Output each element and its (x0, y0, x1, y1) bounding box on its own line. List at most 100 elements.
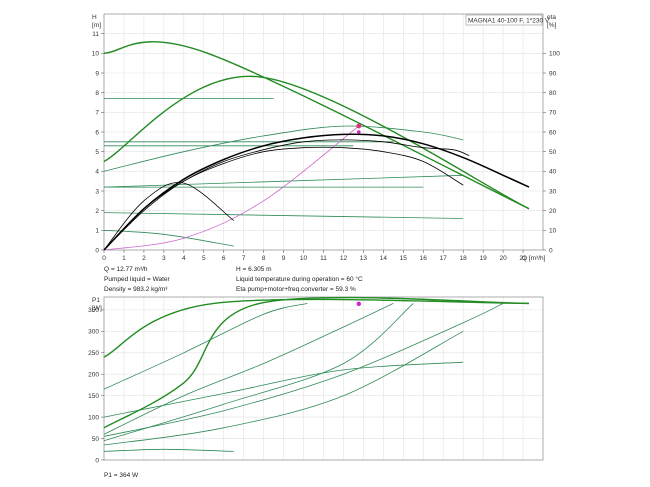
x-tick-label-18: 18 (460, 255, 468, 262)
power-ticks: 0 50 100 150 200 250 300 350 (88, 307, 104, 464)
info-temp: Liquid temperature during operation = 60… (236, 275, 363, 283)
p1-tick-label-0: 0 (95, 457, 99, 464)
y2-tick-label-9: 90 (549, 70, 557, 77)
chart-title: MAGNA1 40-100 F, 1*230 V (468, 18, 550, 25)
info-h: H = 6.305 m (236, 266, 272, 273)
y-tick-label-3: 3 (95, 188, 99, 195)
y-tick-label-10: 10 (92, 51, 100, 58)
y2-axis-unit: [%] (547, 22, 557, 29)
y-tick-label-8: 8 (95, 90, 99, 97)
y2-tick-label-10: 100 (549, 51, 560, 58)
head-curve-efficiency-12 (103, 139, 470, 251)
head-curve-duty-7 (103, 229, 234, 247)
head-curve-duty-9 (103, 125, 464, 172)
x-tick-label-4: 4 (182, 255, 186, 262)
head-curve-duty-8 (103, 174, 464, 188)
y-tick-label-9: 9 (95, 70, 99, 77)
y-tick-label-7: 7 (95, 110, 99, 117)
power-curve-duty-6 (103, 330, 464, 446)
head-grid (103, 14, 543, 251)
x-tick-label-10: 10 (300, 255, 308, 262)
x-tick-label-2: 2 (142, 255, 146, 262)
y-axis-label: H (92, 14, 97, 21)
y-tick-label-6: 6 (95, 129, 99, 136)
p1-tick-label-7: 350 (88, 307, 99, 314)
power-curve-duty-4 (103, 303, 414, 442)
power-curve-limit-1 (103, 296, 530, 429)
head-curve-limit-1 (103, 75, 530, 210)
p1-tick-label-6: 300 (88, 329, 99, 336)
x-tick-label-7: 7 (242, 255, 246, 262)
p1-tick-label-1: 50 (92, 436, 100, 443)
power-series (103, 296, 530, 452)
power-grid (103, 297, 543, 461)
info-density: Density = 983.2 kg/m³ (104, 286, 168, 293)
x-tick-label-20: 20 (499, 255, 507, 262)
head-duty-point (356, 123, 362, 129)
y2-tick-label-7: 70 (549, 110, 557, 117)
x-tick-label-17: 17 (440, 255, 448, 262)
head-curve-limit-0 (103, 41, 530, 210)
y2-tick-label-3: 30 (549, 188, 557, 195)
y2-tick-label-2: 20 (549, 208, 557, 215)
x-tick-label-13: 13 (360, 255, 368, 262)
y2-tick-label-6: 60 (549, 129, 557, 136)
y2-tick-label-8: 80 (549, 90, 557, 97)
y-tick-label-11: 11 (92, 31, 99, 38)
x-tick-label-0: 0 (102, 255, 106, 262)
y-tick-label-2: 2 (95, 208, 99, 215)
power-curve-duty-8 (103, 448, 234, 452)
head-curve-efficiency-11 (103, 146, 464, 251)
x-axis-label: Q [m³/h] (522, 255, 546, 262)
x-tick-label-11: 11 (320, 255, 327, 262)
p1-tick-label-4: 200 (88, 372, 99, 379)
x-tick-label-6: 6 (222, 255, 226, 262)
head-efficiency-point (357, 130, 361, 134)
y2-tick-label-0: 0 (549, 247, 553, 254)
head-curve-efficiency-10 (103, 133, 530, 251)
y-tick-label-5: 5 (95, 149, 99, 156)
p1-tick-label-2: 100 (88, 414, 99, 421)
head-series (103, 41, 530, 251)
y-tick-label-0: 0 (95, 247, 99, 254)
p1-tick-label-3: 150 (88, 393, 99, 400)
info-q: Q = 12.77 m³/h (104, 266, 148, 273)
power-curve-limit-0 (103, 298, 530, 358)
x-tick-label-21: 21 (519, 255, 527, 262)
y2-tick-label-4: 40 (549, 169, 557, 176)
x-tick-label-1: 1 (122, 255, 126, 262)
y2-tick-label-1: 10 (549, 228, 557, 235)
y2-axis-label: eta (547, 14, 556, 21)
info-eta: Eta pump+motor+freq.converter = 59.3 % (236, 286, 356, 293)
power-curve-duty-7 (103, 361, 464, 418)
p1-axis-unit: [W] (92, 305, 102, 312)
head-curve-system-14 (103, 125, 360, 251)
x-tick-label-5: 5 (202, 255, 206, 262)
x-tick-label-14: 14 (380, 255, 388, 262)
p1-axis-label: P1 (92, 297, 100, 304)
y-tick-label-1: 1 (95, 228, 99, 235)
power-plot-frame (103, 296, 544, 461)
y2-tick-label-5: 50 (549, 149, 557, 156)
info-p1: P1 = 364 W (104, 472, 139, 479)
head-curve-efficiency-13 (103, 182, 234, 251)
title-box (465, 14, 543, 26)
p1-tick-label-5: 250 (88, 350, 99, 357)
info-liquid: Pumped liquid = Water (104, 276, 171, 283)
x-tick-label-15: 15 (400, 255, 408, 262)
power-duty-point (356, 301, 362, 307)
head-curve-duty-6 (103, 212, 464, 219)
power-curve-duty-3 (103, 303, 394, 435)
y-tick-label-4: 4 (95, 169, 99, 176)
head-ticks: 0 1 2 3 4 5 6 7 8 9 10 11 12 13 14 15 16 17 18 19 20 21012345… (92, 31, 560, 262)
x-tick-label-19: 19 (480, 255, 488, 262)
x-tick-label-12: 12 (340, 255, 348, 262)
power-curve-duty-2 (103, 303, 308, 390)
power-curve-duty-5 (103, 303, 504, 437)
x-tick-label-9: 9 (282, 255, 286, 262)
x-tick-label-8: 8 (262, 255, 266, 262)
y-axis-unit: [m] (92, 22, 101, 29)
x-tick-label-16: 16 (420, 255, 428, 262)
